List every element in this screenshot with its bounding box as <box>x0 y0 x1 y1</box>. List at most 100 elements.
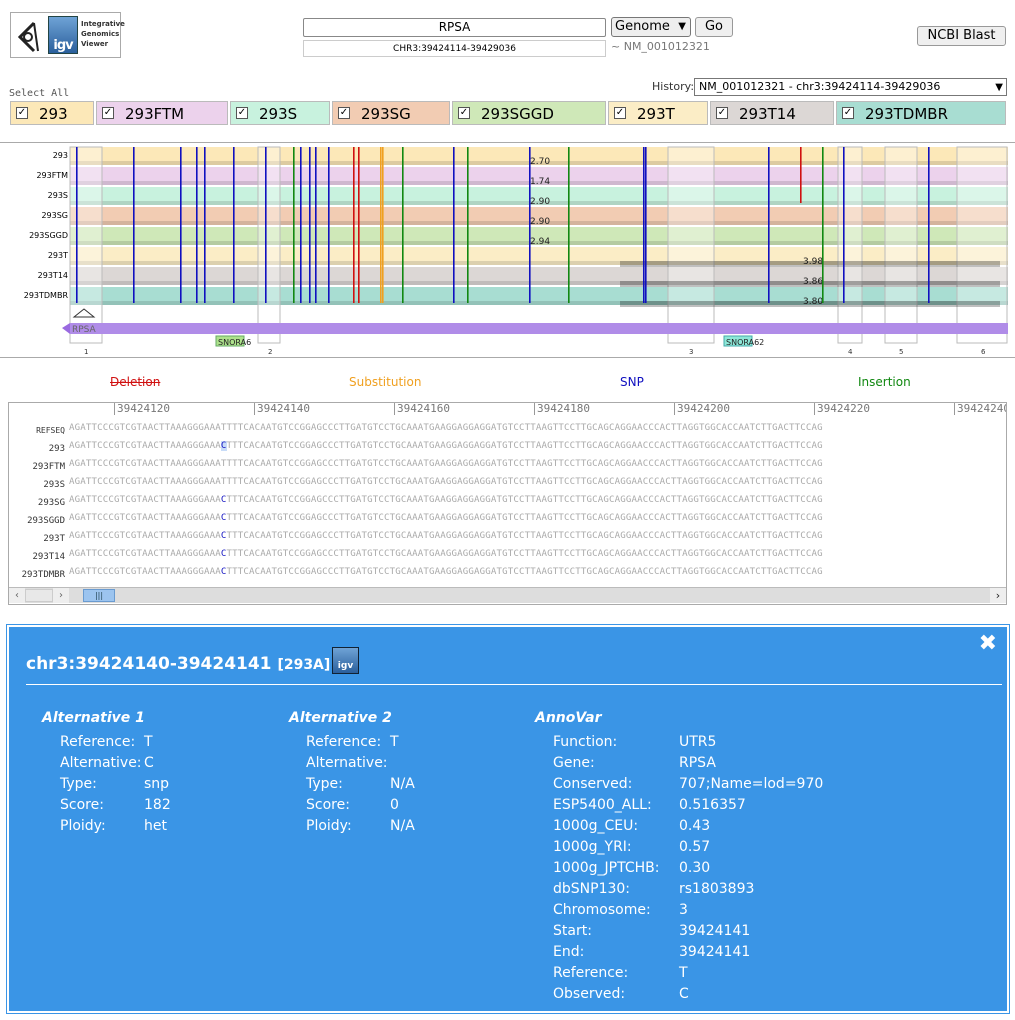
variant-line[interactable] <box>358 147 360 303</box>
checkbox-icon[interactable]: ✓ <box>102 107 114 119</box>
track-row[interactable] <box>70 287 1008 305</box>
ncbi-blast-button[interactable]: NCBI Blast <box>917 26 1006 46</box>
genome-track-area[interactable]: 2.70 1.74 2.90 2.90 2.94 3.98 3.86 3.80 RPSA SNOR… <box>0 142 1015 358</box>
info-key: Reference: <box>553 965 629 981</box>
gene-marker-icon[interactable] <box>72 308 96 318</box>
sample-toggle-293ftm[interactable]: ✓ 293FTM <box>96 101 228 125</box>
variant-base[interactable]: T <box>220 459 227 469</box>
variant-base[interactable]: C <box>220 441 227 451</box>
sample-toggle-293[interactable]: ✓ 293 <box>10 101 94 125</box>
sequence-row[interactable]: AGATTCCCGTCGTAACTTAAAGGGAAACTTTCACAATGTC… <box>69 531 823 541</box>
exon-highlight <box>667 146 715 344</box>
track-row[interactable] <box>70 187 1008 205</box>
variant-line[interactable] <box>643 147 645 303</box>
variant-line[interactable] <box>768 147 770 303</box>
checkbox-icon[interactable]: ✓ <box>338 107 350 119</box>
history-label: History: <box>652 80 695 93</box>
exon-highlight <box>257 146 281 344</box>
variant-line[interactable] <box>76 147 78 303</box>
variant-line[interactable] <box>800 147 802 203</box>
checkbox-icon[interactable]: ✓ <box>716 107 728 119</box>
sequence-panel[interactable]: 39424120 39424140 39424160 39424180 39424200… <box>8 402 1007 605</box>
track-canvas[interactable]: 2.70 1.74 2.90 2.90 2.94 3.98 3.86 3.80 RPSA SNOR… <box>0 143 1015 357</box>
sample-toggle-293t14[interactable]: ✓ 293T14 <box>710 101 834 125</box>
variant-base[interactable]: C <box>220 567 227 577</box>
variant-line[interactable] <box>309 147 311 303</box>
select-all-link[interactable]: Select All <box>9 88 70 99</box>
gene-bar[interactable] <box>70 323 1008 334</box>
variant-base[interactable]: C <box>220 513 227 523</box>
variant-line[interactable] <box>453 147 455 303</box>
track-row[interactable] <box>70 227 1008 245</box>
sequence-row[interactable]: AGATTCCCGTCGTAACTTAAAGGGAAACTTTCACAATGTC… <box>69 513 823 523</box>
scroll-thumb[interactable]: ||| <box>83 589 115 602</box>
variant-line[interactable] <box>293 147 295 303</box>
variant-line[interactable] <box>204 147 206 303</box>
variant-line[interactable] <box>265 147 267 303</box>
variant-line[interactable] <box>353 147 355 303</box>
track-row[interactable] <box>70 147 1008 165</box>
scroll-right-icon[interactable]: › <box>990 588 1006 603</box>
ruler-tick: 39424220 <box>814 403 870 415</box>
variant-base[interactable]: T <box>220 477 227 487</box>
sequence-row[interactable]: AGATTCCCGTCGTAACTTAAAGGGAAACTTTCACAATGTC… <box>69 495 823 505</box>
checkbox-icon[interactable]: ✓ <box>16 107 28 119</box>
genome-select[interactable]: Genome ▼ <box>611 17 691 37</box>
variant-line[interactable] <box>233 147 235 303</box>
track-row[interactable] <box>70 267 1008 285</box>
variant-line[interactable] <box>196 147 198 303</box>
checkbox-icon[interactable]: ✓ <box>842 107 854 119</box>
scroll-left-icon[interactable]: ‹ <box>9 588 25 603</box>
variant-base[interactable]: C <box>220 495 227 505</box>
variant-line[interactable] <box>315 147 317 303</box>
variant-line[interactable] <box>180 147 182 303</box>
variant-line[interactable] <box>645 147 647 303</box>
variant-line[interactable] <box>328 147 330 303</box>
sequence-row[interactable]: AGATTCCCGTCGTAACTTAAAGGGAAATTTTCACAATGTC… <box>69 423 823 433</box>
coordinates-input[interactable]: CHR3:39424114-39429036 <box>303 40 606 57</box>
sequence-row-label: 293T <box>43 534 65 544</box>
variant-line[interactable] <box>822 147 824 303</box>
sample-toggle-293tdmbr[interactable]: ✓ 293TDMBR <box>836 101 1006 125</box>
igv-open-icon[interactable]: igv <box>332 647 359 674</box>
variant-line[interactable] <box>529 147 531 303</box>
scroll-right-small-icon[interactable]: › <box>53 588 69 603</box>
sequence-row[interactable]: AGATTCCCGTCGTAACTTAAAGGGAAACTTTCACAATGTC… <box>69 441 823 451</box>
go-button[interactable]: Go <box>695 17 733 37</box>
variant-line[interactable] <box>928 147 930 303</box>
info-divider <box>26 684 1002 685</box>
variant-base[interactable]: C <box>220 549 227 559</box>
variant-line[interactable] <box>467 147 469 303</box>
sequence-row[interactable]: AGATTCCCGTCGTAACTTAAAGGGAAACTTTCACAATGTC… <box>69 549 823 559</box>
chevron-down-icon: ▼ <box>678 21 686 32</box>
track-coverage-bar <box>70 201 1008 205</box>
variant-line[interactable] <box>382 147 384 303</box>
sequence-row[interactable]: AGATTCCCGTCGTAACTTAAAGGGAAACTTTCACAATGTC… <box>69 567 823 577</box>
checkbox-icon[interactable]: ✓ <box>614 107 626 119</box>
info-key: Gene: <box>553 755 595 771</box>
track-coverage-bar <box>70 261 1008 265</box>
sample-toggle-293s[interactable]: ✓ 293S <box>230 101 330 125</box>
sequence-row[interactable]: AGATTCCCGTCGTAACTTAAAGGGAAATTTTCACAATGTC… <box>69 477 823 487</box>
track-row[interactable] <box>70 207 1008 225</box>
sample-toggle-293sggd[interactable]: ✓ 293SGGD <box>452 101 606 125</box>
variant-line[interactable] <box>402 147 404 303</box>
variant-line[interactable] <box>568 147 570 303</box>
variant-line[interactable] <box>300 147 302 303</box>
history-select[interactable]: NM_001012321 - chr3:39424114-39429036 ▼ <box>694 78 1007 96</box>
search-input[interactable]: RPSA <box>303 18 606 37</box>
sequence-row[interactable]: AGATTCCCGTCGTAACTTAAAGGGAAATTTTCACAATGTC… <box>69 459 823 469</box>
variant-line[interactable] <box>133 147 135 303</box>
sample-toggle-293sg[interactable]: ✓ 293SG <box>332 101 450 125</box>
close-icon[interactable]: ✖ <box>978 631 997 656</box>
track-row[interactable] <box>70 167 1008 185</box>
variant-line[interactable] <box>843 147 845 303</box>
checkbox-icon[interactable]: ✓ <box>236 107 248 119</box>
variant-line[interactable] <box>380 147 382 303</box>
checkbox-icon[interactable]: ✓ <box>458 107 470 119</box>
variant-base[interactable]: T <box>220 423 227 433</box>
sample-toggle-293t[interactable]: ✓ 293T <box>608 101 708 125</box>
variant-base[interactable]: C <box>220 531 227 541</box>
track-row[interactable] <box>70 247 1008 265</box>
horizontal-scrollbar[interactable]: ‹ › ||| › <box>9 587 1006 603</box>
